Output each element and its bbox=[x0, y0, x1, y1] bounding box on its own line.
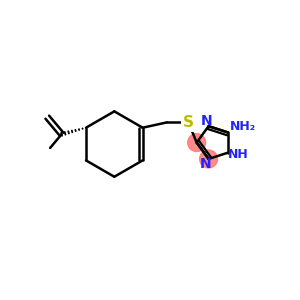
Text: NH₂: NH₂ bbox=[230, 120, 256, 133]
Text: S: S bbox=[183, 115, 194, 130]
Text: N: N bbox=[200, 114, 212, 128]
Text: N: N bbox=[200, 157, 212, 171]
Circle shape bbox=[188, 134, 206, 152]
Circle shape bbox=[200, 150, 217, 168]
Text: NH: NH bbox=[228, 148, 249, 161]
